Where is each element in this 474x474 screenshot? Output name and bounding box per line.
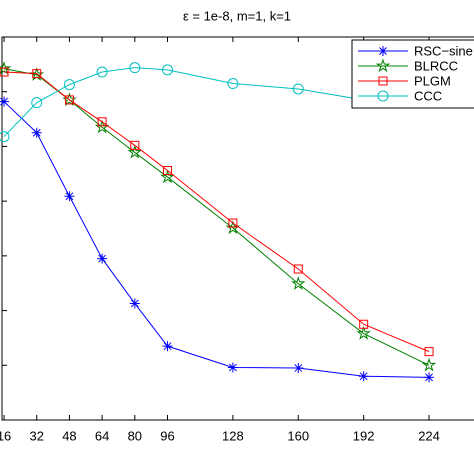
marker [129, 62, 141, 74]
marker [291, 276, 306, 290]
marker [424, 347, 434, 357]
x-tick-label: 224 [418, 428, 440, 443]
marker [424, 372, 435, 383]
legend-marker [377, 90, 389, 102]
series-line [3, 67, 364, 137]
marker [64, 191, 75, 202]
marker [163, 166, 173, 176]
legend-label: CCC [414, 88, 442, 103]
marker [127, 144, 143, 159]
marker [227, 362, 238, 373]
marker [293, 363, 304, 374]
x-tick-label: 32 [30, 428, 44, 443]
marker [160, 169, 175, 184]
x-tick-label: 192 [353, 428, 375, 443]
legend-marker [375, 58, 391, 73]
marker [0, 96, 10, 107]
marker [162, 64, 174, 76]
series-line [3, 101, 430, 378]
marker [293, 264, 303, 274]
marker [130, 140, 140, 150]
marker [97, 117, 107, 127]
marker [129, 298, 140, 309]
marker [31, 127, 42, 138]
marker [359, 319, 369, 329]
legend-marker [378, 76, 388, 86]
marker [0, 67, 9, 77]
x-tick-label: 16 [0, 428, 11, 443]
marker [0, 131, 10, 143]
marker [358, 371, 369, 382]
x-tick-label: 80 [128, 428, 142, 443]
legend-label: RSC−sine [414, 43, 473, 58]
chart-title: ε = 1e-8, m=1, k=1 [183, 8, 291, 23]
series-line [4, 71, 430, 353]
marker [96, 66, 108, 78]
x-tick-label: 64 [95, 428, 109, 443]
x-tick-label: 128 [222, 428, 244, 443]
legend-marker [378, 46, 388, 56]
x-tick-label: 48 [62, 428, 76, 443]
x-tick-label: 96 [160, 428, 174, 443]
legend-label: BLRCC [414, 58, 458, 73]
marker [63, 79, 75, 91]
legend-label: PLGM [414, 73, 451, 88]
marker [97, 253, 108, 264]
plot-frame [1, 36, 474, 421]
marker [356, 325, 371, 340]
marker [228, 218, 238, 228]
x-tick-label: 160 [287, 428, 309, 443]
marker [292, 83, 304, 95]
marker [0, 61, 12, 75]
marker [31, 97, 43, 109]
marker [32, 69, 42, 79]
marker [421, 357, 437, 372]
marker [227, 78, 239, 90]
marker [162, 341, 173, 352]
marker [64, 95, 74, 105]
